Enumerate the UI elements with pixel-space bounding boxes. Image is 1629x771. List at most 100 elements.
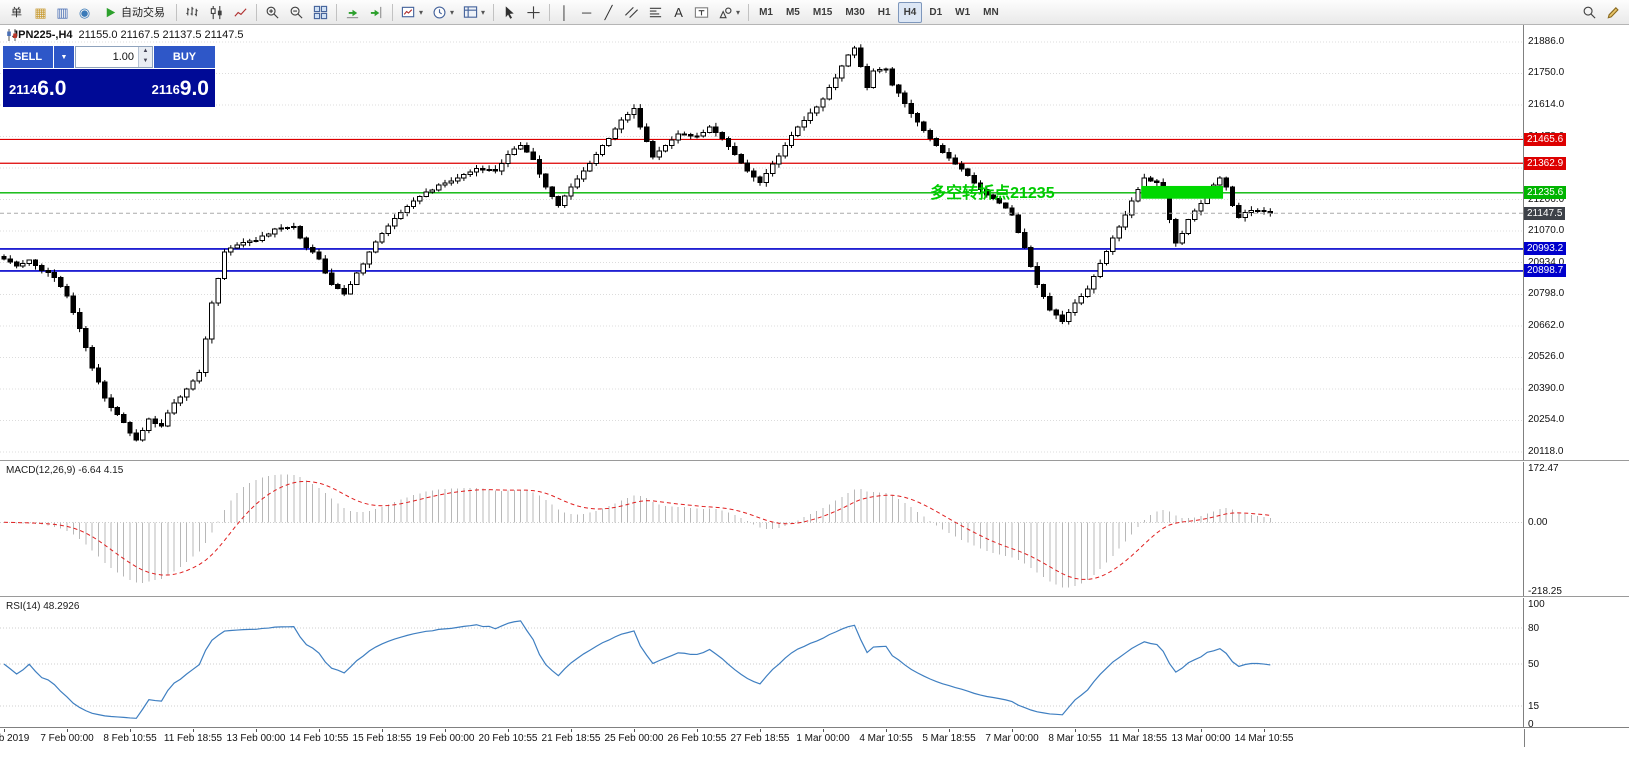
- time-tick: [4, 729, 5, 732]
- navigator-icon[interactable]: ▥: [56, 4, 69, 20]
- volume-up-icon[interactable]: ▲: [139, 47, 152, 57]
- timeframe-H1[interactable]: H1: [877, 6, 891, 18]
- timeframe-M30[interactable]: M30: [845, 6, 865, 18]
- time-axis-label: 5 Mar 18:55: [922, 733, 976, 744]
- zoom-out-button[interactable]: [285, 2, 308, 23]
- tile-windows-button[interactable]: [309, 2, 332, 23]
- buy-price[interactable]: 2116 9.0: [151, 76, 209, 100]
- rsi-axis-label: 15: [1528, 701, 1540, 712]
- rsi-plot[interactable]: [0, 598, 1524, 728]
- symbol-ohlc-line: JPN225-,H4 21155.0 21167.5 21137.5 21147…: [6, 29, 244, 41]
- trendline-button[interactable]: ╱: [604, 4, 613, 20]
- sell-price[interactable]: 2114 6.0: [9, 76, 67, 100]
- time-axis-label: 15 Feb 18:55: [352, 733, 412, 744]
- time-axis-label: 19 Feb 00:00: [415, 733, 475, 744]
- template-button[interactable]: ▾: [459, 2, 489, 23]
- volume-input[interactable]: 1.00: [112, 51, 134, 63]
- terminal-icon[interactable]: ◉: [78, 4, 91, 20]
- time-tick: [508, 729, 509, 732]
- timeframe-W1[interactable]: W1: [955, 6, 971, 18]
- time-axis-label: 26 Feb 10:55: [667, 733, 727, 744]
- volume-box: 1.00 ▲ ▼: [75, 46, 153, 68]
- price-axis-label: 21070.0: [1528, 225, 1565, 237]
- timeframe-H4[interactable]: H4: [897, 1, 923, 23]
- edit-button[interactable]: [1602, 2, 1625, 23]
- label-button[interactable]: [690, 2, 713, 23]
- time-tick: [382, 729, 383, 732]
- time-tick: [445, 729, 446, 732]
- cursor-button[interactable]: [498, 2, 521, 23]
- shapes-button[interactable]: ▾: [714, 2, 744, 23]
- time-axis-label: 11 Mar 18:55: [1108, 733, 1168, 744]
- vertical-line-button[interactable]: │: [560, 4, 569, 20]
- time-axis[interactable]: 5 Feb 2019 7 Feb 00:00 8 Feb 10:55 11 Feb 1…: [0, 729, 1525, 747]
- time-tick: [886, 729, 887, 732]
- macd-axis[interactable]: 172.47 0.00 -218.25: [1523, 462, 1629, 597]
- chart-shift-button[interactable]: [365, 2, 388, 23]
- price-chart-panel[interactable]: 21886.021750.021614.021478.021342.021206…: [0, 25, 1629, 461]
- volume-down-icon[interactable]: ▼: [139, 57, 152, 67]
- resistance-line-2-tag[interactable]: 21362.9: [1524, 156, 1567, 170]
- time-axis-label: 7 Feb 00:00: [40, 733, 94, 744]
- toolbar-separator: [549, 3, 551, 21]
- rsi-panel[interactable]: 100 80 50 15 0 RSI(14) 48.2926: [0, 598, 1629, 730]
- timeframe-M15[interactable]: M15: [812, 6, 833, 18]
- time-axis-label: 4 Mar 10:55: [859, 733, 913, 744]
- price-plot[interactable]: [0, 25, 1524, 461]
- search-button[interactable]: [1578, 2, 1601, 23]
- price-axis-label: 20118.0: [1528, 445, 1564, 457]
- bar-chart-button[interactable]: [181, 2, 204, 23]
- time-tick: [1012, 729, 1013, 732]
- candlestick-button[interactable]: [205, 2, 228, 23]
- toolbar-separator: [176, 3, 177, 21]
- text-button[interactable]: A: [674, 4, 683, 20]
- highlight-box[interactable]: [1141, 185, 1224, 199]
- resistance-line-1-tag[interactable]: 21465.6: [1524, 132, 1567, 146]
- timeframe-M5[interactable]: M5: [785, 6, 800, 18]
- fibonacci-button[interactable]: [644, 2, 667, 23]
- time-axis-label: 13 Mar 00:00: [1171, 733, 1231, 744]
- price-axis-label: 20254.0: [1528, 414, 1565, 426]
- price-axis-label: 20526.0: [1528, 351, 1565, 363]
- rsi-axis[interactable]: 100 80 50 15 0: [1523, 598, 1629, 730]
- zoom-in-button[interactable]: [261, 2, 284, 23]
- support-line-1-tag[interactable]: 20993.2: [1524, 242, 1567, 256]
- bid-price-line-tag[interactable]: 21147.5: [1524, 206, 1566, 220]
- line-chart-button[interactable]: [229, 2, 252, 23]
- toolbar-separator: [336, 3, 337, 21]
- auto-scroll-button[interactable]: [341, 2, 364, 23]
- toolbar-separator: [748, 3, 750, 21]
- support-line-2-tag[interactable]: 20898.7: [1524, 264, 1567, 278]
- time-tick: [571, 729, 572, 732]
- pivot-annotation-text[interactable]: 多空转折点21235: [930, 185, 1055, 203]
- autotrading-button[interactable]: 自动交易: [96, 2, 172, 23]
- price-axis-label: 21886.0: [1528, 35, 1565, 47]
- market-watch-icon[interactable]: ▦: [34, 4, 47, 20]
- timeframe-D1[interactable]: D1: [929, 6, 943, 18]
- macd-panel[interactable]: 172.47 0.00 -218.25 MACD(12,26,9) -6.64 4.…: [0, 462, 1629, 597]
- trade-options-dropdown[interactable]: ▼: [54, 46, 74, 68]
- rsi-axis-label: 0: [1528, 719, 1534, 730]
- timeframe-M1[interactable]: M1: [759, 6, 773, 18]
- horizontal-line-button[interactable]: ─: [581, 4, 592, 20]
- rsi-label: RSI(14) 48.2926: [6, 601, 80, 612]
- volume-spinner: ▲ ▼: [138, 47, 152, 67]
- new-chart-button[interactable]: ▾: [397, 2, 427, 23]
- sell-button[interactable]: SELL: [3, 46, 53, 68]
- timeframe-MN[interactable]: MN: [983, 6, 999, 18]
- time-tick: [697, 729, 698, 732]
- channel-button[interactable]: [620, 2, 643, 23]
- crosshair-button[interactable]: [522, 2, 545, 23]
- buy-button[interactable]: BUY: [154, 46, 215, 68]
- price-axis[interactable]: 21886.021750.021614.021478.021342.021206…: [1523, 25, 1629, 460]
- pivot-line-tag[interactable]: 21235.6: [1524, 186, 1567, 200]
- time-axis-label: 13 Feb 00:00: [226, 733, 286, 744]
- chevron-down-icon: ▾: [481, 7, 486, 17]
- time-tick: [1075, 729, 1076, 732]
- macd-plot[interactable]: [0, 462, 1524, 597]
- toolbar-separator: [392, 3, 393, 21]
- price-axis-label: 20390.0: [1528, 382, 1565, 394]
- time-axis-label: 21 Feb 18:55: [541, 733, 601, 744]
- period-button[interactable]: ▾: [428, 2, 458, 23]
- new-order-button[interactable]: 单: [11, 7, 22, 19]
